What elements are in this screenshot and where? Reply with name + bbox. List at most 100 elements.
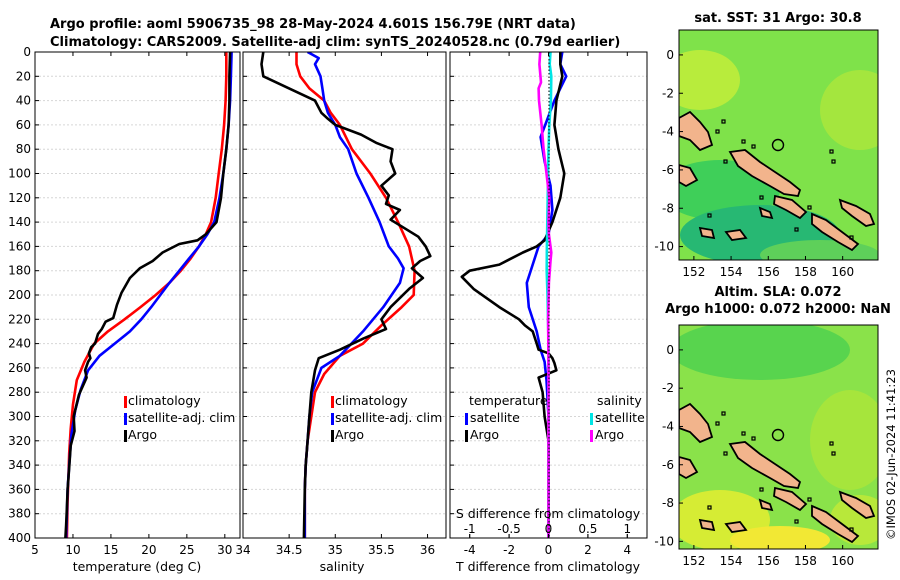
- legend-label-argo: Argo: [128, 427, 157, 442]
- map-y-tick-label: -2: [662, 86, 674, 100]
- salinity-ticks: 34 34.5 35 35.5 36: [235, 52, 435, 557]
- x-tick-label: 35.5: [368, 543, 395, 557]
- island: [723, 451, 728, 456]
- map-x-tick-label: 156: [757, 554, 780, 568]
- y-tick-label: 400: [8, 531, 31, 545]
- map-x-tick-label: 160: [831, 265, 854, 279]
- y-tick-label: 300: [8, 410, 31, 424]
- sst-map-frame: [678, 29, 879, 261]
- legend-swatch-s-argo: [590, 430, 593, 442]
- island: [751, 144, 756, 149]
- sst-map-title: sat. SST: 31 Argo: 30.8: [694, 11, 861, 26]
- land-polygon: [838, 198, 876, 227]
- land-polygon: [679, 164, 699, 188]
- legend-swatch-argo: [331, 430, 334, 442]
- y-tick-label: 140: [8, 215, 31, 229]
- y-tick-label: 360: [8, 482, 31, 496]
- argo-location-marker: [771, 138, 785, 152]
- x-tick-label: 0: [545, 543, 553, 557]
- x-tick-label: 10: [65, 543, 80, 557]
- sst-map-field: [679, 30, 878, 260]
- island: [715, 129, 720, 134]
- legend-swatch-t-satellite: [465, 413, 468, 425]
- map-y-tick-label: -10: [654, 240, 674, 254]
- land-polygon: [679, 402, 714, 444]
- x-top-tick-label: -0.5: [497, 522, 520, 536]
- legend-label-s-satellite: satellite: [595, 410, 645, 425]
- island: [831, 159, 836, 164]
- difference-xlabel: T difference from climatology: [455, 559, 641, 574]
- temperature-xlabel: temperature (deg C): [73, 559, 202, 574]
- legend-title-temperature: temperature: [469, 393, 548, 408]
- island: [829, 441, 834, 446]
- land-polygon: [724, 229, 748, 241]
- difference-ticks: -4 -2 0 2 4 -1 -0.5 0 0.5 1: [464, 52, 631, 557]
- y-tick-label: 40: [16, 94, 31, 108]
- temperature-grid: [35, 51, 240, 539]
- y-tick-label: 240: [8, 337, 31, 351]
- sla-map-ticks: 152 154 156 158 160 0 -2 -4 -6 -8 -10: [654, 343, 854, 568]
- map-y-tick-label: -8: [662, 201, 674, 215]
- island: [849, 235, 854, 240]
- map-y-tick-label: -2: [662, 381, 674, 395]
- land-polygon: [811, 504, 860, 544]
- island: [794, 519, 799, 524]
- x-tick-label: 34: [235, 543, 250, 557]
- x-tick-label: 2: [584, 543, 592, 557]
- x-tick-label: 5: [31, 543, 39, 557]
- map-y-tick-label: -10: [654, 534, 674, 548]
- salinity-grid: [243, 51, 446, 539]
- x-tick-label: -4: [464, 543, 476, 557]
- island: [807, 205, 812, 210]
- salinity-lines: [260, 52, 432, 538]
- map-y-tick-label: -6: [662, 163, 674, 177]
- island: [707, 213, 712, 218]
- x-tick-label: 36: [420, 543, 435, 557]
- x-tick-label: 15: [103, 543, 118, 557]
- sst-map-land: [679, 110, 876, 252]
- map-x-tick-label: 158: [794, 265, 817, 279]
- legend-label-satellite: satellite-adj. clim: [335, 410, 442, 425]
- salinity-xlabel: salinity: [320, 559, 365, 574]
- land-polygon: [773, 194, 808, 220]
- island: [849, 527, 854, 532]
- island: [829, 149, 834, 154]
- island: [721, 119, 726, 124]
- legend-label-t-satellite: satellite: [470, 410, 520, 425]
- legend-label-argo: Argo: [335, 427, 364, 442]
- map-x-tick-label: 158: [794, 554, 817, 568]
- temperature-lines: [64, 52, 233, 538]
- land-polygon: [758, 206, 774, 220]
- x-tick-label: 4: [623, 543, 631, 557]
- map-x-tick-label: 160: [831, 554, 854, 568]
- x-tick-label: 25: [179, 543, 194, 557]
- y-tick-label: 340: [8, 458, 31, 472]
- legend-label-climatology: climatology: [335, 393, 408, 408]
- land-polygon: [838, 490, 876, 519]
- temperature-axes-box: [34, 51, 241, 539]
- y-tick-label: 320: [8, 434, 31, 448]
- x-top-tick-label: 0.5: [578, 522, 597, 536]
- map-y-tick-label: -6: [662, 458, 674, 472]
- island: [707, 505, 712, 510]
- land-polygon: [724, 521, 748, 533]
- sla-map: 152 154 156 158 160 0 -2 -4 -6 -8 -10: [654, 324, 879, 568]
- land-polygon: [811, 212, 860, 252]
- x-tick-label: 35: [328, 543, 343, 557]
- y-tick-label: 180: [8, 264, 31, 278]
- sla-map-frame: [678, 324, 879, 550]
- map-y-tick-label: -4: [662, 419, 674, 433]
- y-tick-label: 200: [8, 288, 31, 302]
- x-tick-label: 34.5: [276, 543, 303, 557]
- map-y-tick-label: 0: [666, 343, 674, 357]
- y-tick-label: 60: [16, 118, 31, 132]
- sla-map-title-line1: Altim. SLA: 0.072: [715, 285, 842, 300]
- y-tick-label: 380: [8, 507, 31, 521]
- island: [794, 227, 799, 232]
- map-x-tick-label: 154: [720, 554, 743, 568]
- map-y-tick-label: -4: [662, 125, 674, 139]
- y-tick-label: 120: [8, 191, 31, 205]
- difference-grid: [450, 51, 647, 539]
- land-polygon: [698, 518, 716, 532]
